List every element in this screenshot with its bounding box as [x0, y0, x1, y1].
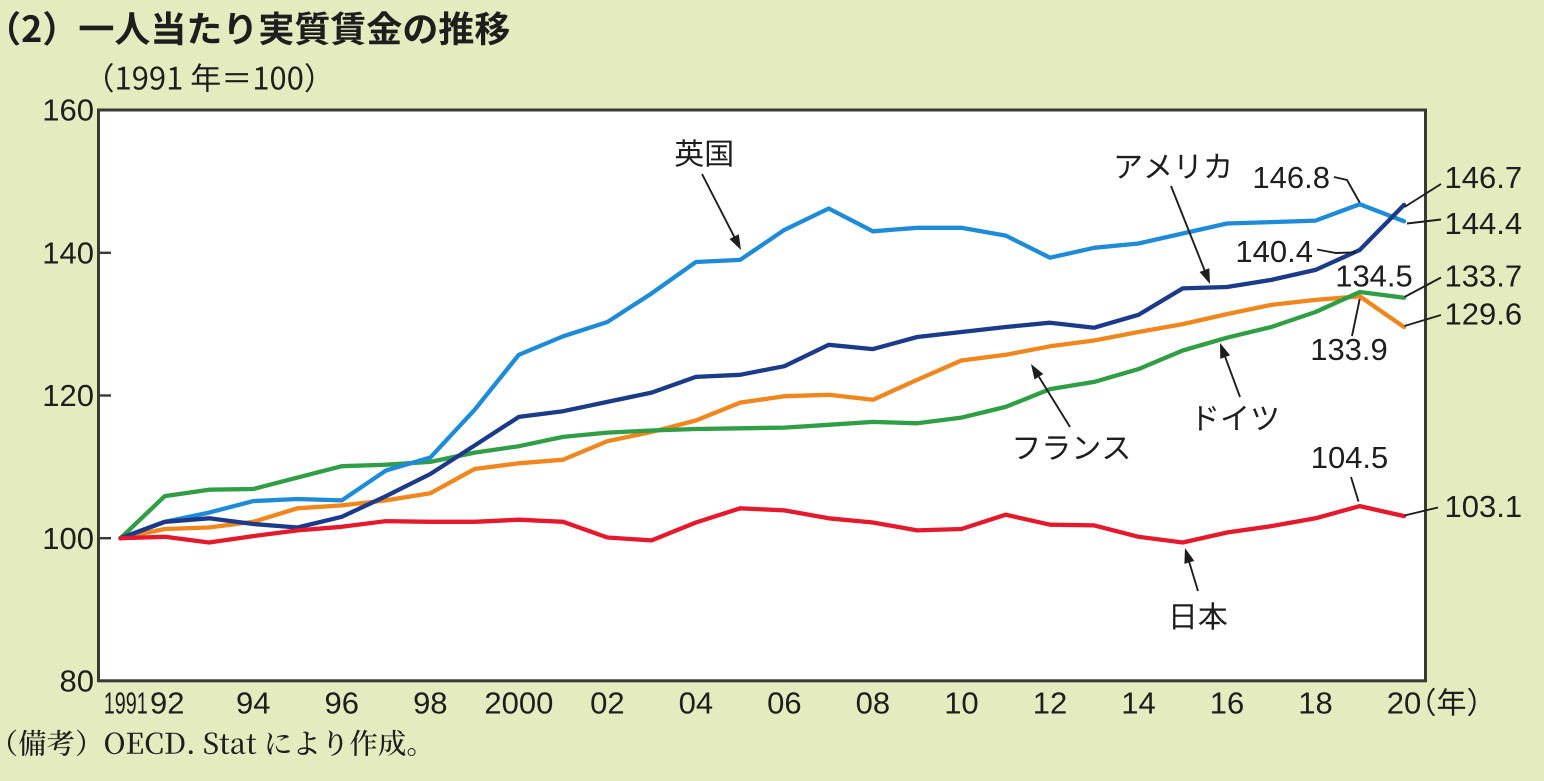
svg-text:02: 02	[590, 686, 624, 721]
svg-text:96: 96	[325, 686, 359, 721]
svg-text:100: 100	[42, 521, 94, 556]
svg-text:20: 20	[1387, 686, 1421, 721]
svg-text:140: 140	[42, 235, 94, 270]
svg-text:133.9: 133.9	[1310, 332, 1388, 367]
svg-text:04: 04	[679, 686, 713, 721]
svg-text:16: 16	[1210, 686, 1244, 721]
svg-text:146.7: 146.7	[1445, 160, 1523, 195]
svg-text:08: 08	[856, 686, 890, 721]
svg-text:134.5: 134.5	[1335, 258, 1413, 293]
svg-text:80: 80	[60, 664, 94, 699]
svg-text:92: 92	[150, 686, 184, 721]
svg-text:98: 98	[413, 686, 447, 721]
svg-text:06: 06	[767, 686, 801, 721]
svg-text:129.6: 129.6	[1445, 297, 1523, 332]
svg-text:144.4: 144.4	[1445, 206, 1523, 241]
svg-text:14: 14	[1121, 686, 1155, 721]
svg-text:120: 120	[42, 378, 94, 413]
svg-text:103.1: 103.1	[1445, 489, 1523, 524]
svg-text:10: 10	[944, 686, 978, 721]
svg-text:146.8: 146.8	[1252, 160, 1330, 195]
svg-text:160: 160	[42, 93, 94, 128]
svg-text:1991: 1991	[104, 686, 148, 721]
svg-text:2000: 2000	[484, 686, 553, 721]
svg-text:94: 94	[236, 686, 270, 721]
svg-text:133.7: 133.7	[1445, 258, 1523, 293]
svg-text:12: 12	[1033, 686, 1067, 721]
svg-text:140.4: 140.4	[1235, 234, 1313, 269]
svg-text:18: 18	[1298, 686, 1332, 721]
svg-text:104.5: 104.5	[1311, 440, 1389, 475]
